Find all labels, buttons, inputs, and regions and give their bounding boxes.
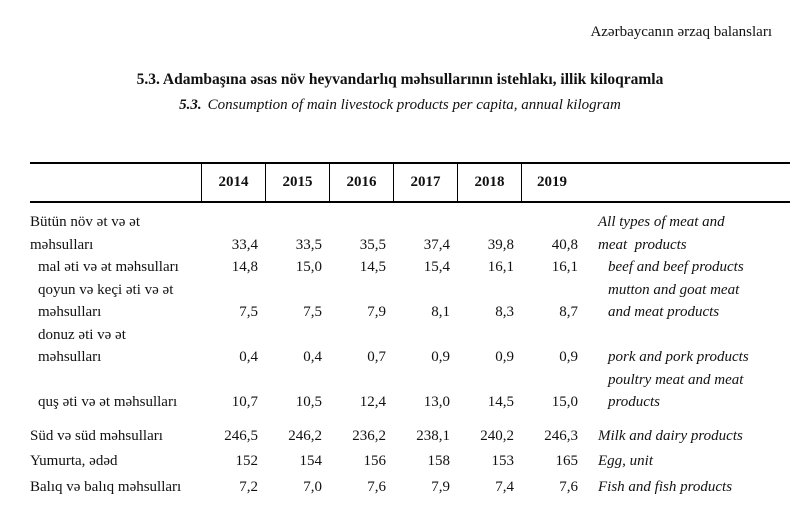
value-cell: 7,6	[367, 478, 386, 495]
value-cell: 7,5	[239, 304, 258, 320]
row-label-en: poultry meat and meat	[608, 371, 744, 388]
table-body: Bütün növ ət və ət All types of meat and…	[30, 203, 790, 500]
value-cell: 246,5	[224, 427, 258, 444]
table-row: poultry meat and meat	[30, 369, 790, 392]
table-number: 5.3.	[179, 97, 202, 113]
value-cell: 0,7	[367, 349, 386, 365]
value-cell: 152	[235, 453, 259, 469]
running-head: Azərbaycanın ərzaq balansları	[590, 24, 772, 40]
value-cell: 158	[427, 453, 451, 469]
value-cell: 0,4	[303, 349, 322, 365]
value-cell: 0,9	[559, 349, 578, 365]
table-row: Balıq və balıq məhsulları 7,2 7,0 7,6 7,…	[30, 475, 790, 501]
table-row: quş əti və ət məhsulları 10,7 10,5 12,4 …	[30, 391, 790, 414]
value-cell: 165	[555, 453, 579, 469]
value-cell: 40,8	[551, 236, 578, 253]
row-label-az: mal əti və ət məhsulları	[38, 259, 179, 275]
value-cell: 16,1	[487, 259, 514, 275]
row-label-az: donuz əti və ət	[38, 326, 126, 343]
table-row: məhsulları 33,4 33,5 35,5 37,4 39,8 40,8…	[30, 234, 790, 257]
year-header-2018: 2018	[458, 164, 522, 201]
value-cell: 154	[299, 453, 323, 469]
value-cell: 7,9	[431, 478, 450, 495]
row-label-az: məhsulları	[38, 349, 102, 365]
value-cell: 246,3	[544, 427, 578, 444]
table-title-english: 5.3. Consumption of main livestock produc…	[0, 97, 800, 114]
table-row: mal əti və ət məhsulları 14,8 15,0 14,5 …	[30, 256, 790, 279]
row-label-en: beef and beef products	[608, 259, 744, 275]
table-header-row: 2014 2015 2016 2017 2018 2019	[30, 162, 790, 203]
value-cell: 33,4	[231, 236, 258, 253]
table-row: donuz əti və ət	[30, 324, 790, 347]
row-group-spacer	[30, 414, 790, 424]
value-cell: 153	[491, 453, 515, 469]
row-label-en: meat products	[598, 236, 687, 253]
row-label-az: qoyun və keçi əti və ət	[38, 281, 174, 298]
year-header-2017: 2017	[394, 164, 458, 201]
year-header-2015: 2015	[266, 164, 330, 201]
row-label-en: All types of meat and	[598, 214, 725, 230]
value-cell: 39,8	[487, 236, 514, 253]
value-cell: 8,3	[495, 304, 514, 320]
table-row: məhsulları 7,5 7,5 7,9 8,1 8,3 8,7 and m…	[30, 301, 790, 324]
header-label-cell	[30, 164, 202, 201]
table-row: məhsulları 0,4 0,4 0,7 0,9 0,9 0,9 pork …	[30, 346, 790, 369]
table-row: qoyun və keçi əti və ət mutton and goat …	[30, 279, 790, 302]
value-cell: 0,9	[431, 349, 450, 365]
row-label-en: Egg, unit	[598, 453, 653, 469]
value-cell: 14,5	[487, 394, 514, 410]
value-cell: 12,4	[359, 394, 386, 410]
row-label-en: products	[608, 394, 660, 410]
value-cell: 156	[363, 453, 387, 469]
row-label-az: Balıq və balıq məhsulları	[30, 478, 182, 495]
row-label-az: Süd və süd məhsulları	[30, 427, 163, 444]
value-cell: 7,9	[367, 304, 386, 320]
row-label-en: and meat products	[608, 304, 720, 320]
value-cell: 246,2	[288, 427, 322, 444]
value-cell: 15,0	[295, 259, 322, 275]
value-cell: 33,5	[295, 236, 322, 253]
value-cell: 7,2	[239, 478, 258, 495]
table-title-english-text: Consumption of main livestock products p…	[207, 97, 621, 113]
value-cell: 0,9	[495, 349, 514, 365]
value-cell: 7,6	[559, 478, 578, 495]
value-cell: 35,5	[359, 236, 386, 253]
value-cell: 14,5	[359, 259, 386, 275]
year-header-2019: 2019	[537, 174, 567, 190]
table-row: Yumurta, ədəd 152 154 156 158 153 165 Eg…	[30, 449, 790, 475]
value-cell: 0,4	[239, 349, 258, 365]
row-label-en: mutton and goat meat	[608, 281, 740, 298]
value-cell: 8,1	[431, 304, 450, 320]
row-label-az: məhsulları	[38, 304, 102, 320]
value-cell: 7,5	[303, 304, 322, 320]
value-cell: 10,7	[231, 394, 258, 410]
table-title-azerbaijani: 5.3. Adambaşına əsas növ heyvandarlıq mə…	[136, 71, 664, 88]
value-cell: 15,0	[551, 394, 578, 410]
value-cell: 240,2	[480, 427, 514, 444]
row-label-en: Milk and dairy products	[598, 427, 743, 444]
value-cell: 16,1	[551, 259, 578, 275]
table-row: Bütün növ ət və ət All types of meat and	[30, 211, 790, 234]
year-header-2016: 2016	[330, 164, 394, 201]
row-label-az: Bütün növ ət və ət	[30, 214, 140, 230]
value-cell: 37,4	[423, 236, 450, 253]
value-cell: 7,4	[495, 478, 514, 495]
value-cell: 14,8	[231, 259, 258, 275]
row-label-az: məhsulları	[30, 236, 94, 253]
value-cell: 10,5	[295, 394, 322, 410]
year-header-2014: 2014	[202, 164, 266, 201]
value-cell: 13,0	[423, 394, 450, 410]
value-cell: 7,0	[303, 478, 322, 495]
row-label-az: quş əti və ət məhsulları	[38, 394, 178, 410]
table-row: Süd və süd məhsulları 246,5 246,2 236,2 …	[30, 424, 790, 450]
row-label-en: Fish and fish products	[598, 478, 733, 495]
value-cell: 8,7	[559, 304, 578, 320]
row-label-az: Yumurta, ədəd	[30, 453, 118, 469]
value-cell: 238,1	[416, 427, 450, 444]
row-label-en: pork and pork products	[608, 349, 749, 365]
data-table: 2014 2015 2016 2017 2018 2019 Bütün növ …	[30, 162, 790, 500]
value-cell: 236,2	[352, 427, 386, 444]
value-cell: 15,4	[423, 259, 450, 275]
